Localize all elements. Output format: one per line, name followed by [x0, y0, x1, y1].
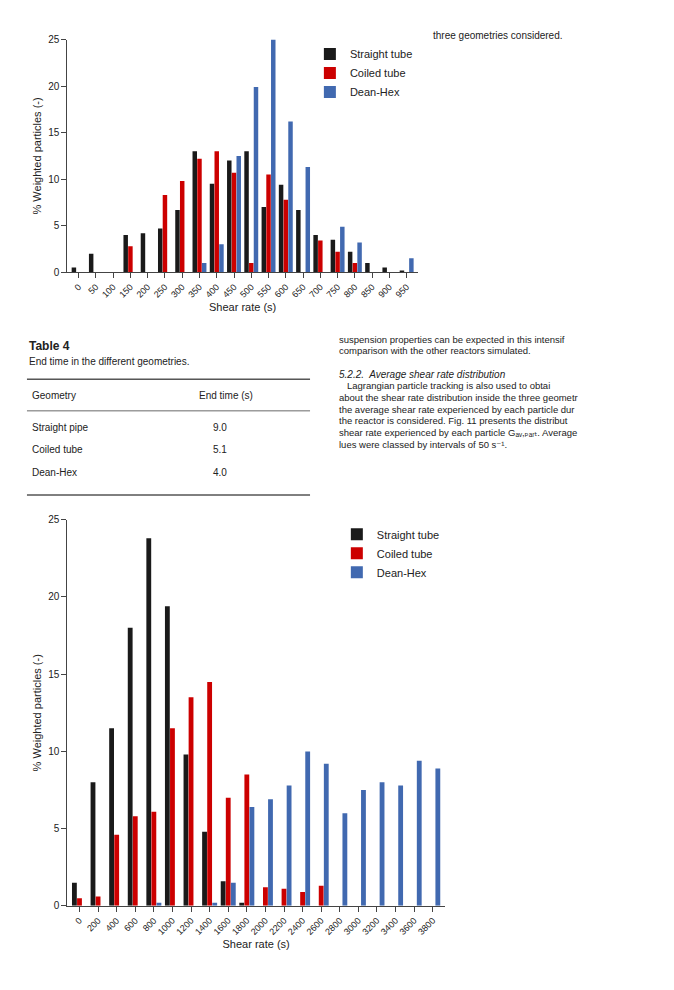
svg-text:15: 15	[48, 127, 60, 138]
svg-text:3600: 3600	[398, 916, 419, 937]
svg-text:1400: 1400	[193, 916, 214, 937]
svg-text:250: 250	[152, 282, 170, 300]
svg-text:5: 5	[54, 220, 60, 231]
svg-text:25: 25	[48, 34, 60, 45]
svg-text:3000: 3000	[342, 916, 363, 937]
svg-text:End time in the different geom: End time in the different geometries.	[29, 356, 189, 367]
svg-text:the reactor is considered. Fig: the reactor is considered. Fig. 11 prese…	[339, 415, 568, 426]
svg-text:about the shear rate distribut: about the shear rate distribution inside…	[339, 392, 578, 403]
svg-text:2400: 2400	[286, 916, 307, 937]
svg-text:5.2.2. Average shear rate dis: 5.2.2. Average shear rate distribution	[339, 369, 506, 380]
svg-text:2800: 2800	[323, 916, 344, 937]
svg-text:650: 650	[290, 282, 308, 300]
svg-text:1200: 1200	[174, 916, 195, 937]
svg-text:600: 600	[273, 282, 291, 300]
svg-text:450: 450	[221, 282, 239, 300]
svg-text:Geometry: Geometry	[32, 390, 76, 401]
svg-text:400: 400	[104, 916, 122, 934]
svg-text:2000: 2000	[249, 916, 270, 937]
svg-text:2200: 2200	[267, 916, 288, 937]
svg-text:End time (s): End time (s)	[199, 390, 253, 401]
svg-text:9.0: 9.0	[213, 422, 227, 433]
svg-text:0: 0	[54, 267, 60, 278]
svg-text:800: 800	[342, 282, 360, 300]
svg-text:900: 900	[376, 282, 394, 300]
svg-text:shear rate experienced by each: shear rate experienced by each particle …	[339, 427, 577, 438]
svg-text:1000: 1000	[156, 916, 177, 937]
svg-text:15: 15	[48, 669, 60, 680]
svg-text:the average shear rate experie: the average shear rate experienced by ea…	[339, 404, 575, 415]
svg-text:10: 10	[48, 746, 60, 757]
svg-text:Straight tube: Straight tube	[350, 48, 412, 60]
svg-text:0: 0	[73, 282, 84, 293]
svg-text:0: 0	[73, 916, 84, 927]
svg-text:Straight pipe: Straight pipe	[32, 422, 89, 433]
svg-text:500: 500	[238, 282, 256, 300]
svg-text:Straight tube: Straight tube	[377, 529, 439, 541]
svg-text:Dean-Hex: Dean-Hex	[377, 567, 427, 579]
svg-text:4.0: 4.0	[213, 467, 227, 478]
svg-text:Coiled tube: Coiled tube	[350, 67, 406, 79]
svg-text:200: 200	[85, 916, 103, 934]
svg-text:Shear rate (s): Shear rate (s)	[222, 938, 289, 950]
svg-text:0: 0	[54, 900, 60, 911]
svg-text:Dean-Hex: Dean-Hex	[350, 86, 400, 98]
svg-text:Shear rate (s): Shear rate (s)	[209, 301, 276, 313]
svg-text:950: 950	[394, 282, 412, 300]
svg-text:600: 600	[122, 916, 140, 934]
svg-text:200: 200	[135, 282, 153, 300]
svg-text:3200: 3200	[360, 916, 381, 937]
svg-text:800: 800	[141, 916, 159, 934]
svg-text:350: 350	[186, 282, 204, 300]
svg-text:Lagrangian particle tracking i: Lagrangian particle tracking is also use…	[339, 380, 550, 391]
svg-text:400: 400	[204, 282, 222, 300]
svg-text:3400: 3400	[379, 916, 400, 937]
svg-text:50: 50	[86, 282, 100, 296]
svg-text:25: 25	[48, 514, 60, 525]
svg-text:lues were classed by intervals: lues were classed by intervals of 50 s⁻¹…	[339, 439, 507, 450]
svg-text:3800: 3800	[416, 916, 437, 937]
svg-text:5: 5	[54, 823, 60, 834]
svg-text:suspension properties can be e: suspension properties can be expected in…	[339, 334, 565, 345]
svg-text:1600: 1600	[212, 916, 233, 937]
svg-text:Dean-Hex: Dean-Hex	[32, 467, 77, 478]
svg-text:100: 100	[100, 282, 118, 300]
svg-text:2600: 2600	[305, 916, 326, 937]
svg-text:20: 20	[48, 591, 60, 602]
svg-text:850: 850	[359, 282, 377, 300]
svg-text:150: 150	[117, 282, 135, 300]
svg-text:Table 4: Table 4	[29, 339, 70, 353]
svg-text:300: 300	[169, 282, 187, 300]
svg-text:550: 550	[255, 282, 273, 300]
svg-text:20: 20	[48, 81, 60, 92]
svg-text:10: 10	[48, 174, 60, 185]
svg-text:three geometries considered.: three geometries considered.	[433, 30, 563, 41]
svg-text:700: 700	[307, 282, 325, 300]
svg-text:750: 750	[324, 282, 342, 300]
svg-text:1800: 1800	[230, 916, 251, 937]
svg-text:% Weighted particles (-): % Weighted particles (-)	[31, 97, 43, 214]
svg-text:5.1: 5.1	[213, 444, 227, 455]
svg-text:comparison with the other reac: comparison with the other reactors simul…	[339, 345, 531, 356]
svg-text:Coiled tube: Coiled tube	[377, 548, 433, 560]
svg-text:Coiled tube: Coiled tube	[32, 444, 83, 455]
svg-text:% Weighted particles (-): % Weighted particles (-)	[31, 654, 43, 771]
